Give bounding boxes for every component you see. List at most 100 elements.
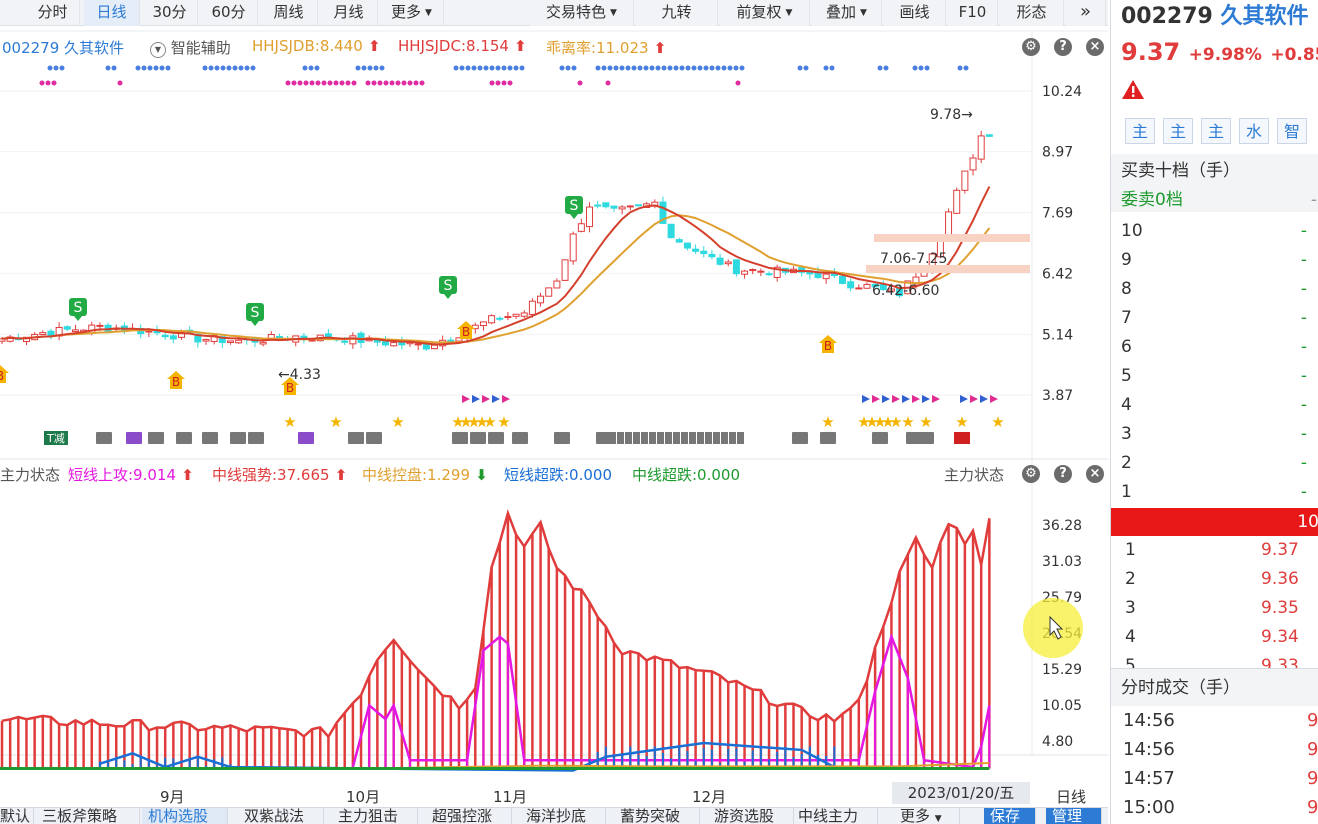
settings-icon[interactable]: ⚙	[1022, 38, 1040, 56]
tab-institution[interactable]: 机构选股	[142, 808, 228, 824]
overlap-badge	[689, 432, 696, 444]
flag-icon	[912, 395, 920, 403]
trade-feature-menu[interactable]: 交易特色 ▼	[530, 0, 634, 26]
sell-level-row[interactable]: 9-	[1111, 247, 1318, 273]
candle-body	[659, 201, 667, 224]
sell-level-row[interactable]: 8-	[1111, 276, 1318, 302]
tab-super-control[interactable]: 超强控涨	[426, 808, 512, 824]
indicator-deviation: 乖离率:11.023 ⬆	[546, 39, 667, 57]
tab-more[interactable]: 更多 ▼	[894, 808, 960, 824]
help-icon[interactable]: ?	[1054, 38, 1072, 56]
sell-level-row[interactable]: 2-	[1111, 450, 1318, 476]
tab-breakout[interactable]: 蓄势突破	[614, 808, 700, 824]
star-icon: ★	[821, 413, 834, 431]
tab-more[interactable]: 更多 ▼	[380, 0, 444, 26]
tab-monthly[interactable]: 月线	[320, 0, 378, 26]
candle-body	[577, 223, 585, 232]
tab-double-purple[interactable]: 双紫战法	[238, 808, 324, 824]
warning-icon[interactable]	[1111, 78, 1318, 106]
period-toolbar: 分时 日线 30分 60分 周线 月线 更多 ▼ 交易特色 ▼ 九转 前复权 ▼ 叠加…	[0, 0, 1108, 26]
tag-badge[interactable]: 主	[1125, 118, 1155, 144]
tab-30min[interactable]: 30分	[142, 0, 198, 26]
candle-body	[692, 248, 700, 252]
buy-level-row[interactable]: 3 9.35	[1111, 595, 1318, 621]
draw-line-button[interactable]: 画线	[884, 0, 946, 26]
overlap-badge	[918, 432, 934, 444]
buy-level-row[interactable]: 1 9.37	[1111, 537, 1318, 563]
star-icon: ★	[283, 413, 296, 431]
signal-dot	[507, 65, 513, 71]
tab-hot-money[interactable]: 游资选股	[708, 808, 794, 824]
signal-dot	[153, 65, 159, 71]
overlay-menu[interactable]: 叠加 ▼	[812, 0, 882, 26]
sell-level-row[interactable]: 4-	[1111, 392, 1318, 418]
pattern-button[interactable]: 形态	[1000, 0, 1064, 26]
tab-main-snipe[interactable]: 主力狙击	[332, 808, 418, 824]
tab-intraday[interactable]: 分时	[26, 0, 80, 26]
candle-body	[945, 211, 953, 236]
signal-dot	[501, 80, 507, 86]
overlap-badge	[705, 432, 712, 444]
buy-level-row[interactable]: 2 9.36	[1111, 566, 1318, 592]
sell-level-row[interactable]: 7-	[1111, 305, 1318, 331]
sell-level-row[interactable]: 5-	[1111, 363, 1318, 389]
adjust-menu[interactable]: 前复权 ▼	[720, 0, 810, 26]
star-icon: ★	[467, 413, 480, 431]
collapse-panel-icon[interactable]: »	[1066, 0, 1106, 26]
candle-body	[675, 239, 683, 243]
tab-three-axe[interactable]: 三板斧策略	[36, 808, 140, 824]
tab-60min[interactable]: 60分	[200, 0, 258, 26]
flag-icon	[980, 395, 988, 403]
candle-body	[259, 341, 267, 345]
tag-badge[interactable]: 水	[1239, 118, 1269, 144]
star-icon: ★	[865, 413, 878, 431]
manage-button[interactable]: 管理	[1046, 808, 1102, 824]
candle-body	[537, 295, 545, 304]
buy-signal-icon	[281, 377, 299, 395]
overlap-badge	[729, 432, 736, 444]
candle-body	[414, 343, 422, 346]
level-price: -	[1300, 395, 1307, 415]
sell-level-row[interactable]: 10 -	[1111, 218, 1318, 244]
tab-ocean-bottom[interactable]: 海洋抄底	[520, 808, 606, 824]
tag-badge[interactable]: 主	[1163, 118, 1193, 144]
signal-dot	[565, 65, 571, 71]
flag-icon	[472, 395, 480, 403]
star-icon: ★	[459, 413, 472, 431]
tag-badge[interactable]: 主	[1201, 118, 1231, 144]
sell-level-row[interactable]: 3-	[1111, 421, 1318, 447]
nine-turn-button[interactable]: 九转	[636, 0, 718, 26]
sub-tick-label: 10.05	[1042, 698, 1082, 714]
tab-default[interactable]: 默认	[0, 808, 34, 824]
signal-dot	[823, 65, 829, 71]
kline-chart[interactable]: 10.24 8.97 7.69 6.42 5.14 3.87 9.78→ ←4.33 7.06-…	[0, 27, 1108, 807]
buy-signal-icon	[457, 321, 475, 339]
overlap-badge	[96, 432, 112, 444]
sell-level-row[interactable]: 1-	[1111, 479, 1318, 505]
candle-body	[235, 339, 243, 344]
smart-assist-toggle[interactable]: ▼ 智能辅助	[150, 37, 231, 58]
indicator-mid-control: 中线控盘:1.299 ⬇	[362, 466, 488, 484]
buy-level-row[interactable]: 4 9.34	[1111, 624, 1318, 650]
overlap-badge	[609, 432, 616, 444]
tab-daily[interactable]: 日线	[84, 0, 140, 26]
settings-icon[interactable]: ⚙	[1022, 465, 1040, 483]
sell-level-row[interactable]: 6-	[1111, 334, 1318, 360]
trade-price: 9	[1307, 739, 1318, 760]
close-icon[interactable]: ×	[1086, 38, 1104, 56]
tab-weekly[interactable]: 周线	[260, 0, 318, 26]
help-icon[interactable]: ?	[1054, 465, 1072, 483]
star-icon: ★	[901, 413, 914, 431]
tab-mid-main[interactable]: 中线主力	[792, 808, 878, 824]
signal-dot	[595, 65, 601, 71]
flag-icon	[882, 395, 890, 403]
save-button[interactable]: 保存	[984, 808, 1036, 824]
candle-body	[447, 339, 455, 342]
tag-badge[interactable]: 智	[1277, 118, 1307, 144]
signal-dot	[685, 65, 691, 71]
overlap-badge	[176, 432, 192, 444]
close-icon[interactable]: ×	[1086, 465, 1104, 483]
f10-button[interactable]: F10	[948, 0, 998, 26]
signal-dot	[519, 65, 525, 71]
